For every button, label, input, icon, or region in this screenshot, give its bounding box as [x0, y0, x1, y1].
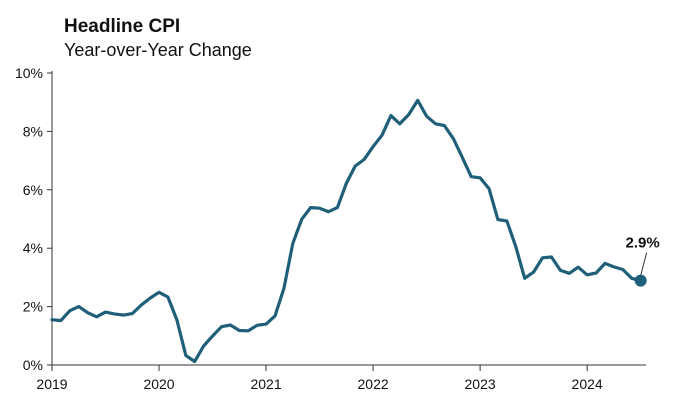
y-tick-label: 2%: [23, 299, 43, 315]
cpi-series-line: [50, 98, 643, 364]
x-tick-label: 2023: [465, 376, 496, 392]
x-tick-label: 2020: [143, 376, 174, 392]
y-tick-label: 10%: [15, 65, 43, 81]
y-tick-label: 8%: [23, 123, 43, 139]
x-axis: 2019 2020 2021 2022 2023 2024: [36, 364, 646, 392]
annotation-leader-line: [640, 252, 648, 276]
chart-title: Headline CPI: [64, 16, 181, 37]
annotation-layer: 2.9%: [626, 235, 660, 287]
x-tick-label: 2022: [358, 376, 389, 392]
series-layer: [50, 98, 643, 364]
x-tick-label: 2019: [36, 376, 67, 392]
x-tick-label: 2024: [572, 376, 603, 392]
x-tick-label: 2021: [250, 376, 281, 392]
y-tick-label: 0%: [23, 357, 43, 373]
y-tick-label: 4%: [23, 240, 43, 256]
y-tick-label: 6%: [23, 182, 43, 198]
chart-subtitle: Year-over-Year Change: [64, 40, 252, 60]
latest-value-label: 2.9%: [626, 235, 660, 252]
y-axis: 0% 2% 4% 6% 8% 10%: [15, 65, 53, 373]
latest-value-point: [634, 274, 647, 287]
